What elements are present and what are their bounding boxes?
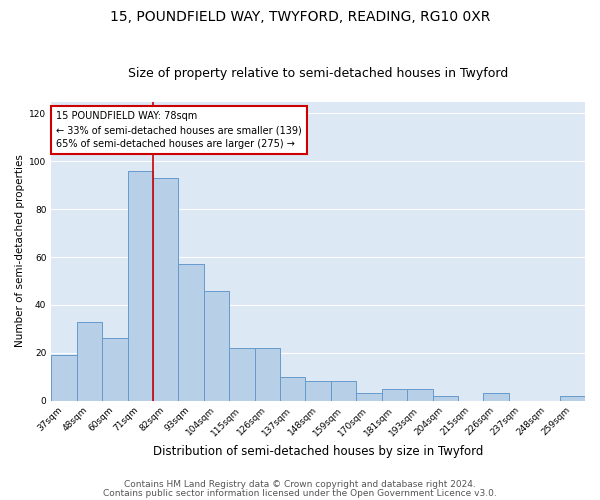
Bar: [356, 394, 382, 400]
Bar: [484, 394, 509, 400]
Bar: [407, 388, 433, 400]
Y-axis label: Number of semi-detached properties: Number of semi-detached properties: [15, 154, 25, 348]
Title: Size of property relative to semi-detached houses in Twyford: Size of property relative to semi-detach…: [128, 66, 508, 80]
Bar: [204, 290, 229, 401]
Text: Contains public sector information licensed under the Open Government Licence v3: Contains public sector information licen…: [103, 488, 497, 498]
Bar: [77, 322, 102, 400]
Bar: [331, 382, 356, 400]
Bar: [305, 382, 331, 400]
Bar: [382, 388, 407, 400]
Bar: [229, 348, 254, 401]
Bar: [433, 396, 458, 400]
Bar: [102, 338, 128, 400]
Text: 15 POUNDFIELD WAY: 78sqm
← 33% of semi-detached houses are smaller (139)
65% of : 15 POUNDFIELD WAY: 78sqm ← 33% of semi-d…: [56, 111, 302, 149]
X-axis label: Distribution of semi-detached houses by size in Twyford: Distribution of semi-detached houses by …: [153, 444, 484, 458]
Text: Contains HM Land Registry data © Crown copyright and database right 2024.: Contains HM Land Registry data © Crown c…: [124, 480, 476, 489]
Bar: [254, 348, 280, 401]
Bar: [178, 264, 204, 400]
Bar: [560, 396, 585, 400]
Bar: [51, 355, 77, 401]
Bar: [128, 171, 153, 400]
Bar: [153, 178, 178, 400]
Bar: [280, 376, 305, 400]
Text: 15, POUNDFIELD WAY, TWYFORD, READING, RG10 0XR: 15, POUNDFIELD WAY, TWYFORD, READING, RG…: [110, 10, 490, 24]
